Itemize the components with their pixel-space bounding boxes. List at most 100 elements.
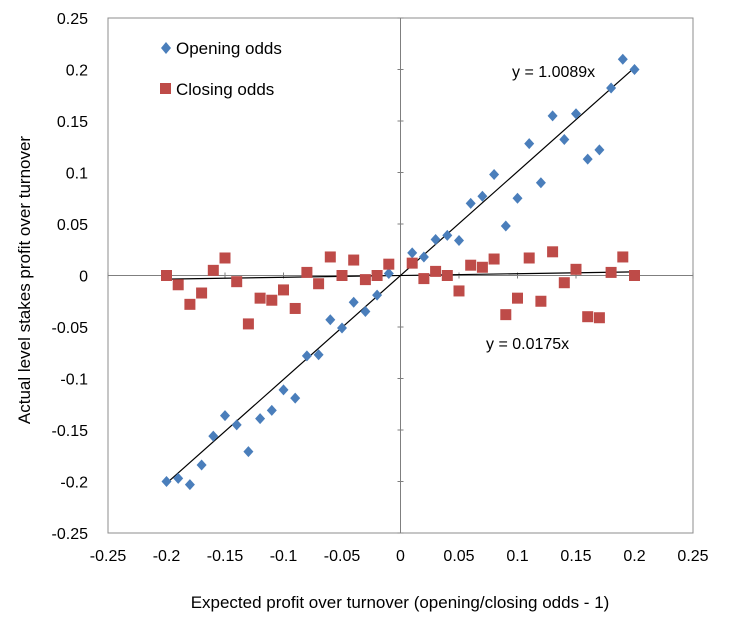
trendlines [166, 67, 635, 484]
opening-odds-point [301, 350, 312, 362]
opening-odds-point [313, 349, 324, 361]
y-tick-label: 0.2 [66, 63, 88, 80]
data-points [161, 53, 640, 491]
closing-odds-point [254, 292, 266, 304]
y-tick-label: -0.15 [52, 423, 89, 440]
opening-odds-point [161, 476, 172, 487]
opening-odds-point [524, 138, 535, 150]
opening-odds-point [383, 267, 394, 279]
closing-odds-point [500, 309, 512, 321]
closing-odds-point [184, 298, 196, 310]
legend-label-closing: Closing odds [176, 80, 274, 99]
y-tick-label: 0.05 [57, 217, 88, 234]
opening-odds-point [535, 177, 546, 189]
closing-odds-point [383, 258, 395, 270]
x-tick-label: 0.1 [506, 548, 528, 565]
y-tick-label: 0 [79, 269, 88, 286]
opening-odds-point [606, 82, 617, 94]
trendline-label-opening: y = 1.0089x [512, 64, 595, 81]
x-axis-title: Expected profit over turnover (opening/c… [191, 593, 610, 612]
closing-odds-point [336, 270, 348, 281]
closing-odds-point [453, 285, 465, 297]
y-axis-title: Actual level stakes profit over turnover [15, 136, 34, 425]
closing-odds-point [359, 274, 371, 286]
closing-odds-point [441, 270, 453, 281]
opening-odds-point [348, 296, 359, 308]
x-tick-label: -0.1 [270, 548, 298, 565]
closing-odds-point [523, 252, 535, 264]
opening-odds-point [442, 229, 453, 241]
closing-odds-point [512, 292, 523, 304]
closing-odds-point [582, 311, 594, 323]
opening-odds-point [325, 314, 336, 326]
closing-odds-point [348, 254, 360, 266]
opening-odds-point [594, 144, 605, 156]
x-tick-label: 0 [396, 548, 405, 565]
opening-odds-point [547, 110, 558, 122]
y-tick-label: -0.2 [60, 475, 88, 492]
opening-odds-point [220, 410, 230, 422]
opening-odds-point [477, 190, 488, 202]
legend-label-opening: Opening odds [176, 39, 282, 58]
x-tick-labels: -0.25 -0.2 -0.15 -0.1 -0.05 0 0.05 0.1 0.15 0.2 0.… [90, 548, 709, 565]
y-tick-label: -0.05 [52, 320, 89, 337]
closing-odds-point [289, 302, 301, 314]
closing-odds-point [231, 276, 243, 288]
closing-odds-point [629, 270, 640, 281]
opening-odds-point [243, 446, 254, 458]
closing-odds-point [313, 278, 325, 290]
closing-odds-point [207, 264, 219, 276]
closing-odds-point [301, 266, 313, 278]
closing-odds-point [488, 253, 500, 265]
closing-odds-point [406, 257, 418, 269]
x-tick-label: 0.25 [677, 548, 708, 565]
opening-odds-point [266, 404, 277, 416]
opening-odds-point [465, 197, 476, 209]
y-tick-label: -0.25 [52, 526, 89, 543]
closing-odds-point [476, 261, 488, 273]
opening-odds-point [559, 134, 570, 146]
trendline-label-closing: y = 0.0175x [486, 336, 569, 353]
opening-odds-point [489, 169, 500, 181]
closing-odds-point [418, 273, 430, 285]
closing-odds-point [430, 265, 442, 277]
closing-odds-point [161, 270, 172, 281]
closing-odds-point [219, 252, 231, 264]
closing-odds-point [535, 295, 547, 307]
opening-odds-point [231, 419, 242, 431]
x-tick-label: 0.15 [560, 548, 591, 565]
closing-odds-point [593, 312, 605, 324]
x-tick-label: -0.2 [153, 548, 181, 565]
x-tick-label: 0.05 [443, 548, 474, 565]
x-tick-label: -0.25 [90, 548, 127, 565]
opening-odds-point [617, 53, 628, 65]
opening-odds-point [372, 289, 383, 301]
opening-odds-point [173, 472, 184, 484]
closing-odds-point [617, 251, 629, 263]
y-tick-label: 0.1 [66, 166, 88, 183]
opening-odds-point [582, 153, 593, 165]
closing-odds-point [605, 266, 617, 278]
legend-marker-opening [161, 42, 171, 54]
closing-odds-point [558, 277, 570, 289]
opening-odds-point [512, 192, 523, 204]
x-tick-label: 0.2 [623, 548, 645, 565]
opening-odds-point [290, 392, 301, 404]
closing-odds-point [547, 246, 559, 258]
closing-odds-point [242, 318, 254, 330]
opening-odds-point [278, 384, 289, 396]
closing-odds-point [570, 263, 582, 275]
legend: Opening odds Closing odds [160, 39, 282, 99]
closing-odds-point [371, 270, 383, 281]
closing-odds-point [266, 294, 278, 306]
opening-odds-point [360, 306, 371, 318]
closing-odds-point [172, 279, 184, 291]
closing-odds-point [278, 284, 289, 296]
trendline-closing [166, 271, 635, 280]
opening-odds-point [454, 234, 464, 246]
opening-odds-point [629, 64, 640, 75]
opening-odds-point [500, 220, 511, 232]
closing-odds-point [324, 251, 336, 263]
opening-odds-point [208, 430, 219, 442]
